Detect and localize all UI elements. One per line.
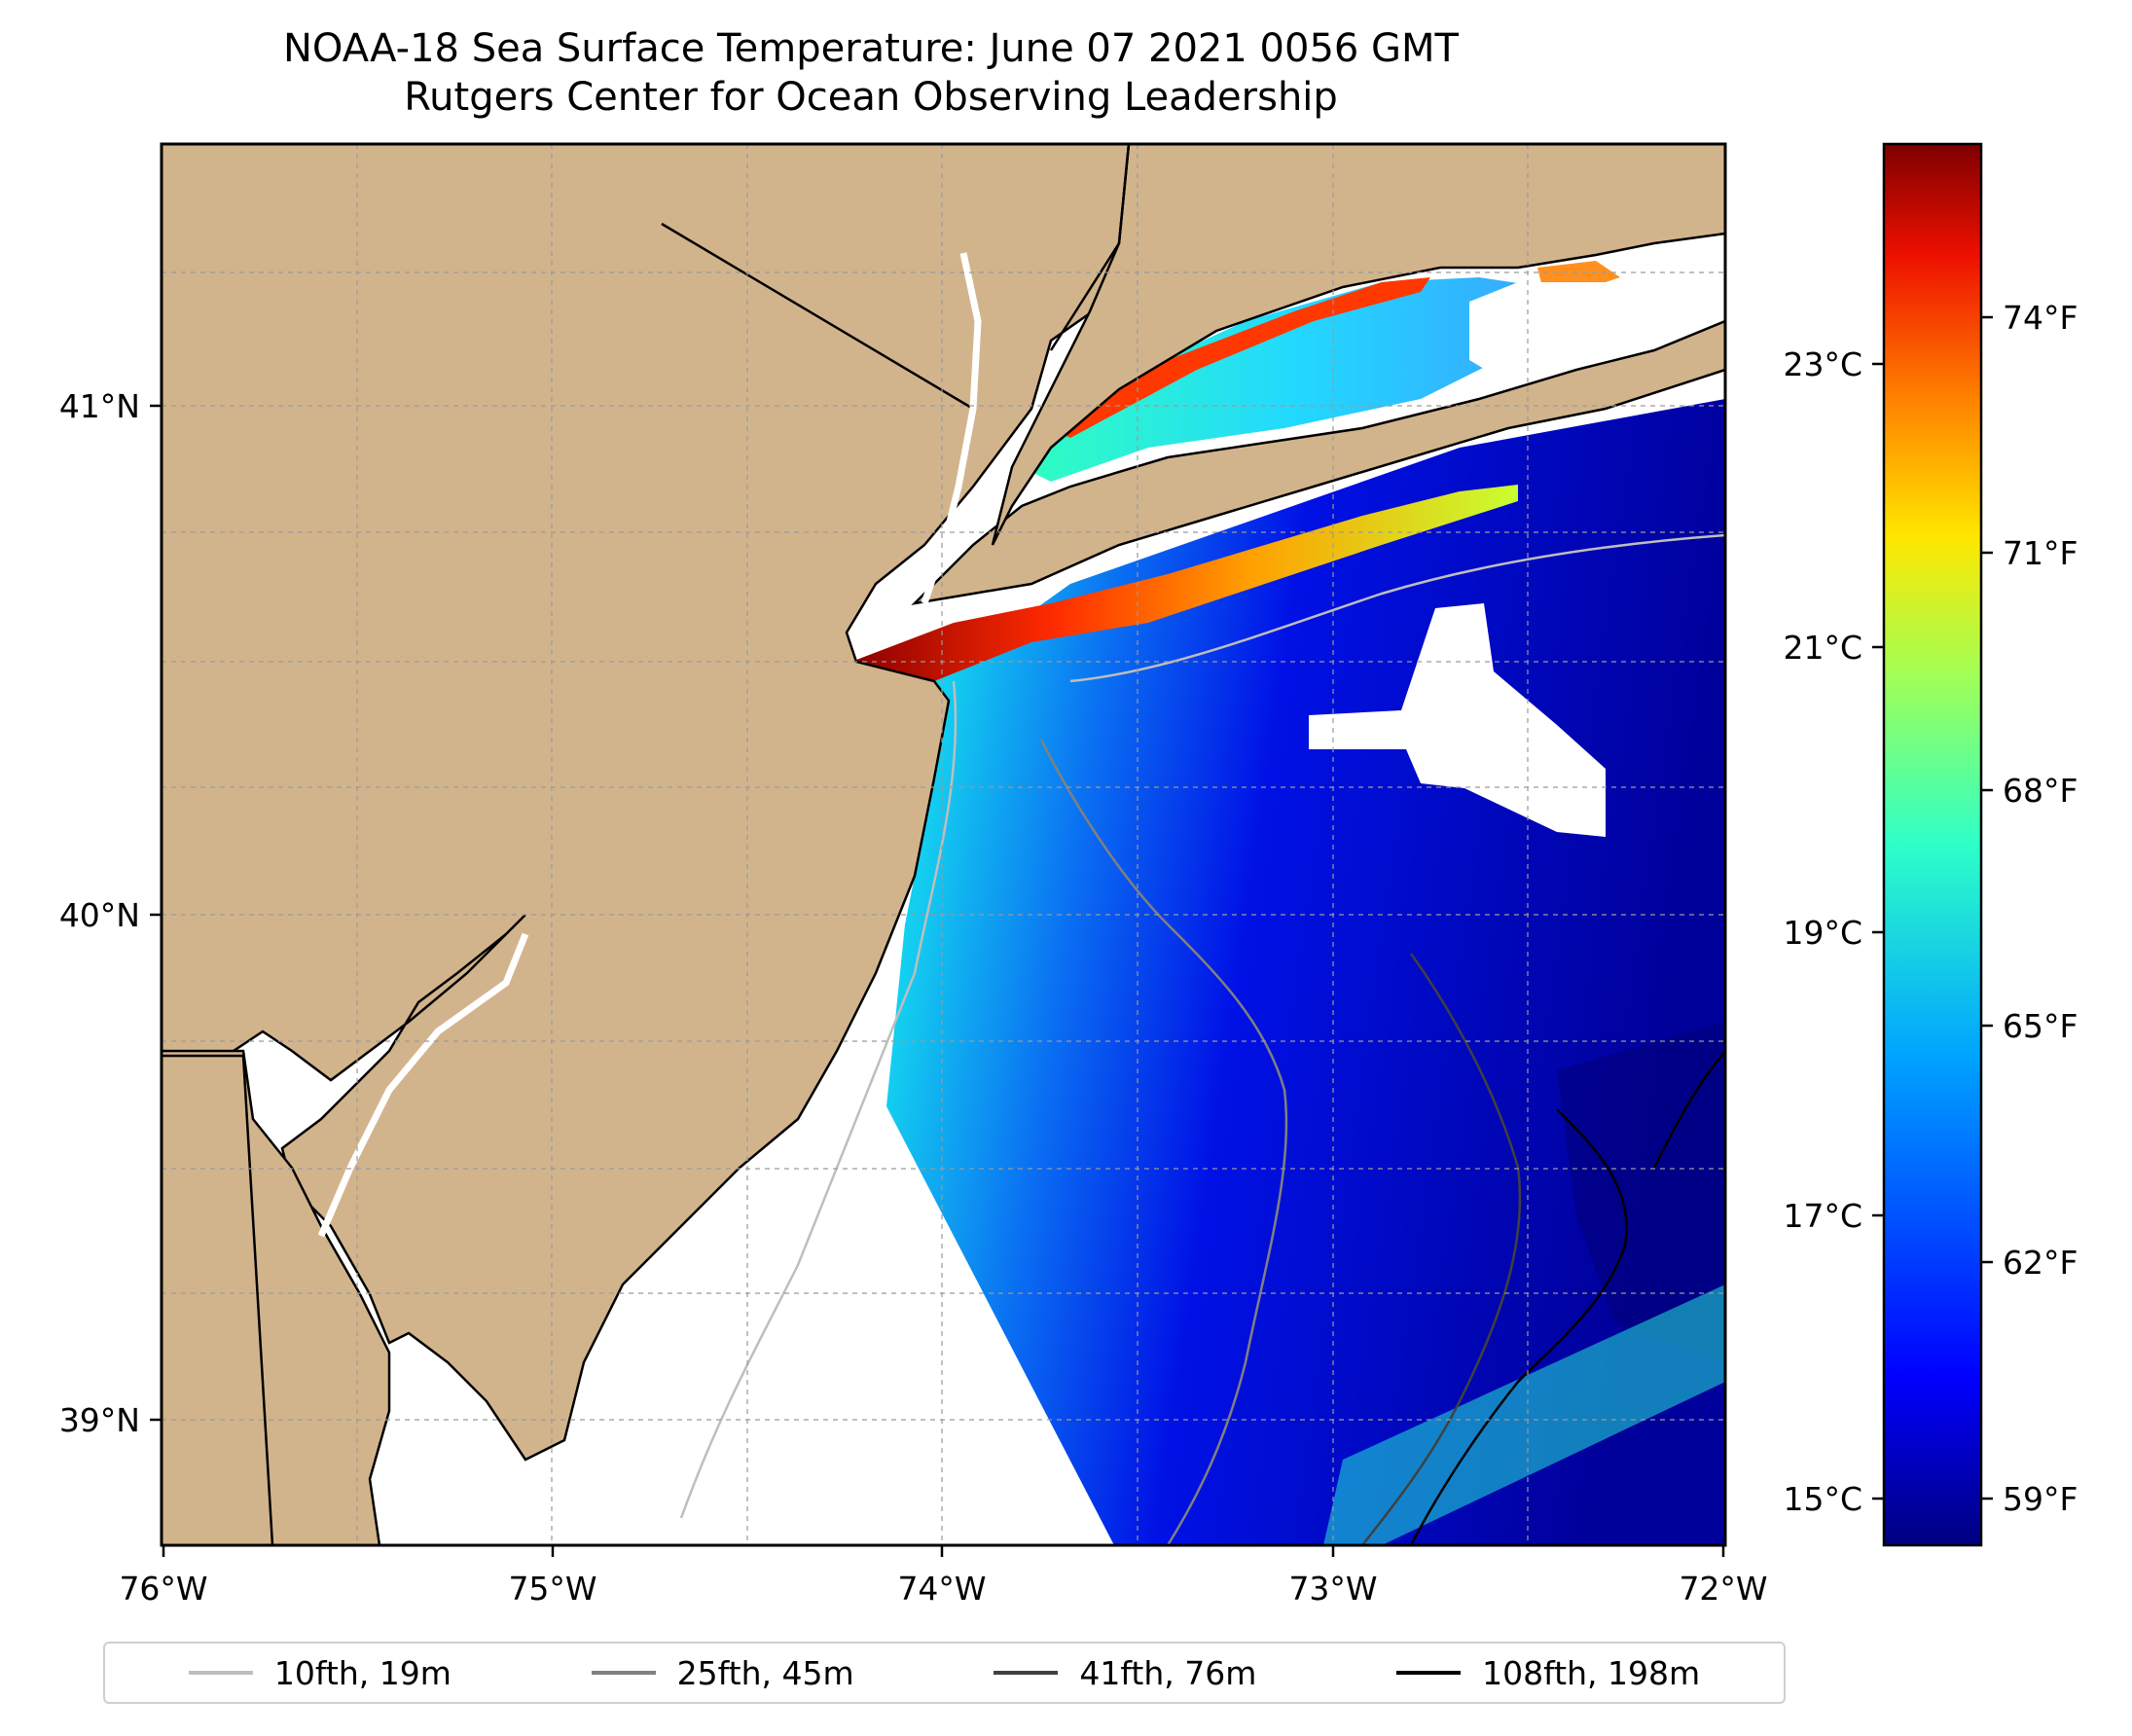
fahrenheit-tick-label: 74°F: [2003, 299, 2078, 337]
map-subtitle: Rutgers Center for Ocean Observing Leade…: [404, 75, 1338, 120]
colorbar: [1882, 142, 1983, 1547]
legend-swatch: [994, 1671, 1059, 1675]
celsius-tick-label: 21°C: [1783, 629, 1862, 667]
colorbar-celsius-ticks: [1872, 362, 1884, 1501]
fahrenheit-tick-label: 68°F: [2003, 772, 2078, 810]
state-border: [162, 144, 1131, 1545]
gridlines: [162, 144, 1725, 1545]
sound-warm-edge: [1051, 277, 1430, 438]
fahrenheit-tick-label: 59°F: [2003, 1480, 2078, 1518]
cloud-gap-offshore: [1309, 603, 1606, 837]
lon-axis: [162, 1545, 1725, 1557]
lat-tick-label: 39°N: [59, 1401, 140, 1439]
fahrenheit-tick-label: 62°F: [2003, 1244, 2078, 1282]
map-title: NOAA-18 Sea Surface Temperature: June 07…: [282, 26, 1459, 71]
delaware-river: [317, 932, 529, 1238]
contour-108fth: [1409, 1108, 1628, 1545]
legend-swatch: [591, 1671, 656, 1675]
legend-swatch: [1396, 1671, 1462, 1675]
legend-swatch: [188, 1671, 253, 1675]
contour-25fth: [1039, 739, 1288, 1545]
warm-streak: [1323, 1284, 1725, 1545]
fahrenheit-tick-label: 71°F: [2003, 534, 2078, 572]
plot-frame: [160, 142, 1727, 1547]
legend-item-108fth: 108fth, 198m: [1396, 1654, 1700, 1692]
land-delmarva: [162, 1049, 391, 1545]
lat-tick-label: 41°N: [59, 387, 140, 425]
lat-tick-label: 40°N: [59, 896, 140, 934]
legend-item-10fth: 10fth, 19m: [188, 1653, 452, 1692]
sst-swath: [886, 399, 1725, 1545]
lon-tick-label: 76°W: [119, 1570, 207, 1608]
lon-tick-label: 72°W: [1679, 1570, 1767, 1608]
land-mainland: [162, 144, 1150, 1462]
legend-label: 25fth, 45m: [676, 1653, 854, 1692]
cloud-gap-sound: [1469, 282, 1713, 389]
land-connecticut: [991, 144, 1725, 546]
lat-axis: [150, 404, 162, 1422]
legend-label: 41fth, 76m: [1079, 1653, 1257, 1692]
warm-coastal-band: [851, 485, 1518, 681]
contour-108fth-b: [1652, 1050, 1725, 1169]
contour-legend: 10fth, 19m 25fth, 45m 41fth, 76m 108fth,…: [103, 1642, 1786, 1704]
lon-tick-label: 74°W: [897, 1570, 986, 1608]
lon-tick-label: 75°W: [508, 1570, 596, 1608]
lon-tick-label: 73°W: [1288, 1570, 1377, 1608]
contour-41fth: [1361, 953, 1522, 1545]
celsius-tick-label: 23°C: [1783, 345, 1862, 383]
contour-10fth-b: [1069, 533, 1725, 683]
long-island-sound: [1022, 277, 1576, 482]
celsius-tick-label: 17°C: [1783, 1197, 1862, 1235]
cold-patch: [1557, 1022, 1725, 1362]
legend-label: 10fth, 19m: [273, 1653, 452, 1692]
celsius-tick-label: 15°C: [1783, 1480, 1862, 1518]
colorbar-fahrenheit-ticks: [1981, 315, 1993, 1501]
hudson-river: [921, 252, 982, 605]
legend-item-25fth: 25fth, 45m: [591, 1653, 854, 1692]
fahrenheit-tick-label: 65°F: [2003, 1007, 2078, 1045]
legend-item-41fth: 41fth, 76m: [994, 1654, 1256, 1692]
legend-label: 108fth, 198m: [1482, 1653, 1701, 1692]
celsius-tick-label: 19°C: [1783, 914, 1862, 952]
contour-10fth: [679, 680, 958, 1519]
